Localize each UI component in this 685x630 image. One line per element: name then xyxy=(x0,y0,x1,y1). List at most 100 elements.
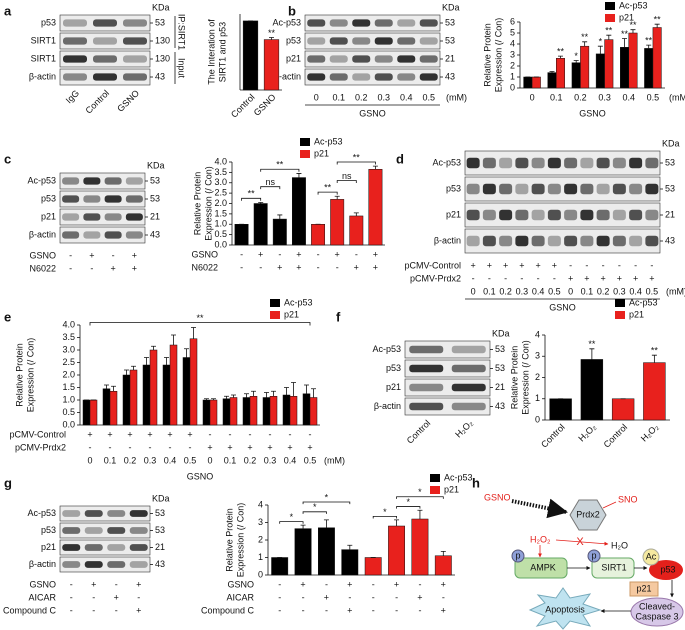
blot-row xyxy=(464,202,661,228)
condition-sign: + xyxy=(136,605,141,615)
blot-band xyxy=(123,19,147,27)
bar xyxy=(182,357,191,426)
condition-sign: + xyxy=(600,273,605,283)
lane-label: 0 xyxy=(471,286,476,296)
legend-swatch xyxy=(430,474,440,482)
blot-band xyxy=(352,73,371,81)
condition-sign: - xyxy=(278,592,281,602)
error-bar xyxy=(104,384,109,389)
blot-band xyxy=(515,209,529,221)
condition-sign: - xyxy=(89,442,92,452)
blot-row xyxy=(464,228,661,254)
blot-band xyxy=(374,55,393,63)
lane-label: 0.2 xyxy=(499,286,512,296)
condition-sign: - xyxy=(278,249,281,259)
condition-sign: - xyxy=(372,592,375,602)
blot-row xyxy=(464,176,661,202)
blot-band xyxy=(329,73,348,81)
comparison-label: * xyxy=(290,512,294,522)
y-tick-label: 2 xyxy=(258,534,263,544)
lane-label: 0.5 xyxy=(548,286,561,296)
x-axis-label: GSNO xyxy=(359,108,386,118)
bar xyxy=(549,398,572,421)
error-bar xyxy=(204,398,209,400)
blot-band xyxy=(612,209,626,221)
x-axis-label: GSNO xyxy=(579,108,606,118)
blot-band xyxy=(93,19,117,27)
condition-sign: - xyxy=(418,579,421,589)
y-tick-label: 2 xyxy=(535,372,540,382)
bar xyxy=(269,396,278,426)
error-bar xyxy=(191,327,196,339)
apoptosis-node xyxy=(528,587,602,630)
condition-sign: - xyxy=(189,442,192,452)
blot-band xyxy=(125,195,143,203)
x-tick-label: 0.4 xyxy=(164,455,177,465)
condition-sign: - xyxy=(149,442,152,452)
apoptosis-label: Apoptosis xyxy=(545,604,585,614)
bar xyxy=(349,215,364,246)
blot-band xyxy=(123,55,147,63)
blot-row-label: Ac-p53 xyxy=(27,175,56,185)
blot-band xyxy=(83,177,101,185)
condition-sign: - xyxy=(355,249,358,259)
condition-sign: + xyxy=(394,579,399,589)
gsno-label: GSNO xyxy=(484,492,511,502)
bar xyxy=(189,338,198,426)
bar xyxy=(272,218,287,246)
error-bar xyxy=(417,509,423,519)
blot-band xyxy=(645,183,659,195)
significance-label: ** xyxy=(621,29,629,39)
legend-label: Ac-p53 xyxy=(284,297,313,307)
panel-label: e xyxy=(4,309,11,324)
blot-band xyxy=(374,19,393,27)
blot-band xyxy=(84,510,103,517)
panel-label: h xyxy=(472,475,480,490)
blot-band xyxy=(499,183,513,195)
error-bar xyxy=(171,334,176,345)
condition-sign: - xyxy=(70,605,73,615)
unit-label: (mM) xyxy=(324,455,345,465)
blot-band xyxy=(515,235,529,247)
condition-sign: - xyxy=(650,260,653,270)
legend-swatch xyxy=(605,2,615,10)
error-bar xyxy=(589,348,595,360)
condition-sign: - xyxy=(553,273,556,283)
error-bar xyxy=(184,348,189,358)
lane-label: 0 xyxy=(314,92,319,102)
blot-band xyxy=(596,183,610,195)
blot-row-label: SIRT1 xyxy=(31,53,56,63)
prdx2-label: Prdx2 xyxy=(576,509,600,519)
blot-row-label: p53 xyxy=(446,183,461,193)
condition-sign: + xyxy=(470,260,475,270)
condition-sign: - xyxy=(602,260,605,270)
condition-sign: - xyxy=(70,592,73,602)
error-bar xyxy=(144,357,149,365)
blot-band xyxy=(104,177,122,185)
y-tick-label: 0 xyxy=(258,569,263,579)
blot-band xyxy=(419,55,438,63)
bar xyxy=(162,364,171,426)
comparison-bracket xyxy=(279,521,304,524)
condition-sign: - xyxy=(336,262,339,272)
x-tick-label: Control xyxy=(602,422,630,450)
condition-sign: + xyxy=(296,249,301,259)
blot-band xyxy=(515,183,529,195)
y-axis-label: Expression (/ Con) xyxy=(493,18,503,93)
blot-row-label: p53 xyxy=(41,525,56,535)
bar xyxy=(311,224,326,246)
blot-band xyxy=(123,37,147,45)
condition-sign: + xyxy=(552,260,557,270)
comparison-bracket xyxy=(260,186,281,190)
legend-label: p21 xyxy=(444,484,459,494)
comparison-label: * xyxy=(383,507,387,517)
bar xyxy=(368,169,383,246)
blot-band xyxy=(482,183,496,195)
condition-sign: - xyxy=(289,429,292,439)
x-tick-label: 0.5 xyxy=(304,455,317,465)
y-axis-label: Expression (/ Con) xyxy=(25,338,35,413)
blot-row-label: Ac-p53 xyxy=(27,508,56,518)
x-tick-label: 0 xyxy=(207,455,212,465)
blot-row-label: β-actin xyxy=(374,401,401,411)
significance-label: ** xyxy=(654,15,662,25)
